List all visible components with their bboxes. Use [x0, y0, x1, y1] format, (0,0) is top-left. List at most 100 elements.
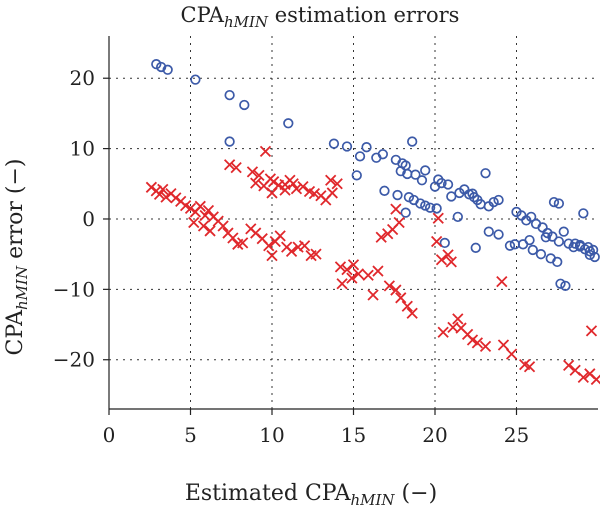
data-point-cross: [346, 272, 358, 284]
data-point-cross: [287, 178, 299, 190]
data-point-cross: [217, 220, 229, 232]
data-point-cross: [496, 275, 508, 288]
data-point-circle: [470, 242, 481, 253]
data-point-cross: [390, 284, 402, 296]
data-point-cross: [230, 161, 242, 174]
data-point-cross: [153, 188, 166, 200]
data-point-cross: [336, 278, 348, 290]
data-point-circle: [420, 200, 431, 211]
data-point-circle: [283, 118, 294, 129]
data-point-circle: [535, 249, 547, 260]
data-point-circle: [442, 179, 454, 190]
data-point-cross: [308, 188, 321, 200]
data-point-circle: [239, 99, 250, 111]
data-point-cross: [157, 183, 169, 196]
data-point-circle: [379, 185, 390, 196]
data-point-cross: [263, 240, 275, 252]
data-point-cross: [367, 289, 379, 301]
data-point-circle: [424, 202, 436, 213]
data-point-circle: [351, 170, 362, 181]
data-point-circle: [416, 175, 428, 186]
y-tick-label: −10: [53, 277, 95, 301]
data-point-cross: [341, 264, 353, 276]
data-point-cross: [401, 300, 413, 312]
data-point-circle: [392, 189, 403, 201]
data-point-cross: [577, 371, 589, 383]
data-point-circle: [480, 168, 491, 179]
data-point-circle: [341, 141, 353, 152]
data-point-cross: [352, 268, 365, 280]
data-point-cross: [383, 280, 395, 292]
data-point-circle: [395, 165, 406, 177]
data-point-circle: [433, 174, 444, 185]
series-circles: [151, 59, 600, 291]
data-point-cross: [160, 191, 172, 203]
data-point-circle: [400, 207, 411, 218]
data-point-circle: [446, 191, 457, 202]
x-tick-label: 15: [341, 423, 366, 447]
data-point-cross: [259, 145, 272, 158]
data-point-circle: [527, 244, 538, 256]
data-point-cross: [237, 237, 249, 249]
data-point-circle: [493, 229, 504, 240]
data-point-cross: [590, 373, 600, 386]
data-point-cross: [194, 200, 206, 212]
data-point-circle: [589, 251, 600, 263]
y-axis-label: CPAhMIN error (−): [3, 159, 31, 356]
data-point-cross: [290, 183, 303, 195]
data-point-cross: [447, 321, 459, 333]
data-point-circle: [467, 188, 478, 199]
data-point-cross: [395, 292, 407, 304]
x-tick-label: 20: [422, 423, 447, 447]
data-point-cross: [375, 231, 387, 243]
data-point-circle: [555, 278, 566, 289]
data-point-cross: [170, 192, 182, 204]
data-point-cross: [204, 225, 216, 237]
data-point-circle: [156, 61, 167, 73]
data-point-cross: [430, 235, 443, 248]
data-point-circle: [224, 136, 235, 147]
data-point-circle: [410, 169, 421, 180]
y-tick-label: 0: [82, 207, 95, 231]
y-tick-label: 20: [70, 66, 95, 90]
data-point-cross: [274, 230, 286, 242]
data-point-cross: [393, 216, 405, 229]
data-point-circle: [361, 142, 372, 153]
y-tick-label: 10: [70, 137, 95, 161]
data-point-circle: [328, 138, 340, 149]
data-point-cross: [266, 187, 278, 199]
data-point-cross: [285, 245, 298, 257]
data-point-cross: [445, 256, 457, 268]
data-point-cross: [435, 254, 448, 266]
data-point-cross: [437, 326, 449, 338]
data-point-cross: [362, 269, 374, 281]
data-point-circle: [493, 194, 504, 206]
data-point-cross: [390, 203, 402, 215]
data-point-cross: [442, 249, 454, 261]
data-point-cross: [471, 337, 484, 349]
data-point-cross: [310, 248, 322, 260]
data-point-circle: [431, 203, 442, 214]
data-point-circle: [504, 240, 516, 251]
data-point-cross: [227, 232, 239, 244]
data-point-cross: [334, 261, 347, 273]
series-crosses: [145, 145, 600, 386]
data-point-cross: [452, 313, 464, 325]
grid-lines: [109, 36, 598, 409]
data-point-cross: [585, 325, 598, 337]
data-point-cross: [184, 202, 197, 215]
data-point-circle: [540, 232, 551, 243]
data-point-circle: [524, 234, 535, 246]
data-point-cross: [523, 361, 536, 373]
data-point-circle: [439, 237, 450, 249]
data-point-cross: [347, 259, 360, 271]
data-point-cross: [250, 177, 262, 189]
data-point-circle: [415, 198, 426, 209]
data-point-circle: [483, 226, 494, 237]
plot-axes: [108, 36, 598, 410]
data-point-circle: [578, 208, 589, 219]
data-point-cross: [197, 220, 210, 232]
data-point-circle: [452, 211, 463, 223]
data-point-cross: [563, 359, 575, 372]
